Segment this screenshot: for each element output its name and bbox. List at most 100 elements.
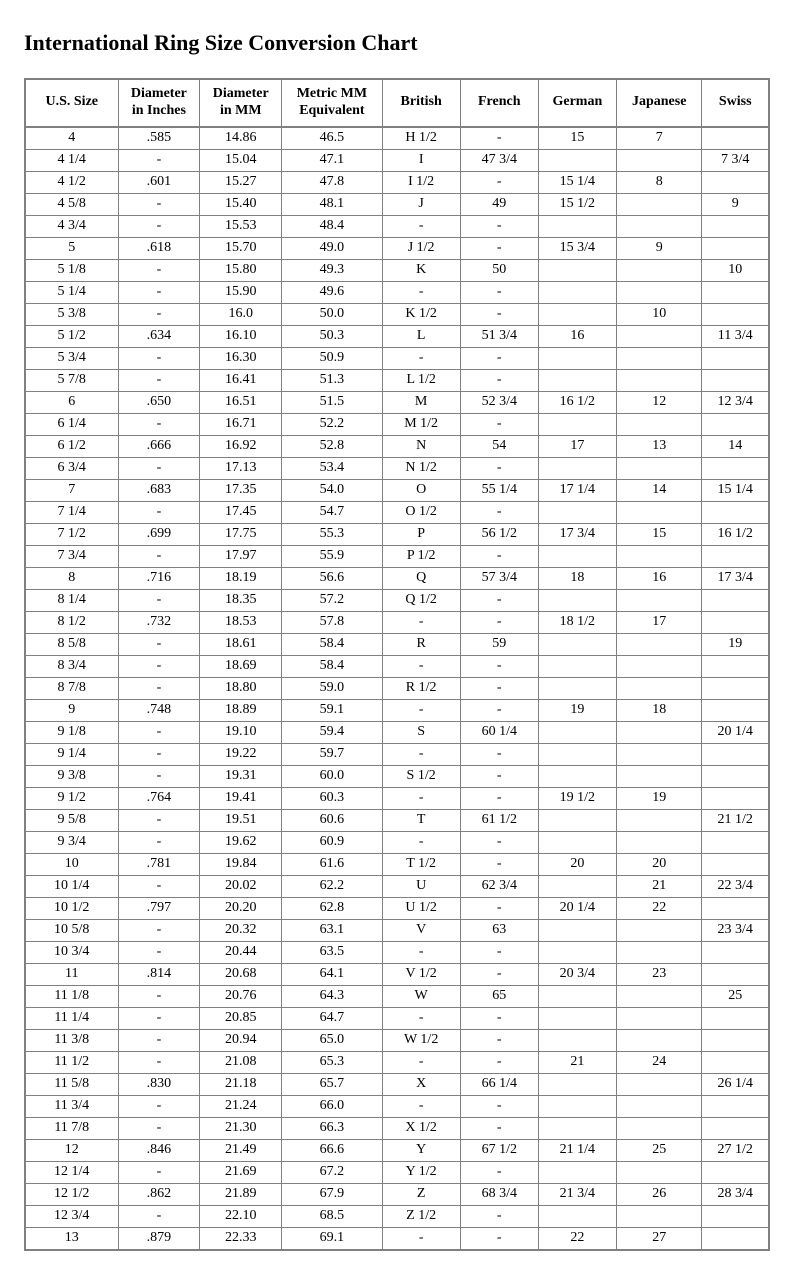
table-cell: - — [460, 215, 538, 237]
table-cell: 20 1/4 — [538, 897, 616, 919]
table-cell: Q — [382, 567, 460, 589]
table-cell — [538, 655, 616, 677]
table-cell: 19.31 — [200, 765, 282, 787]
table-cell — [702, 787, 769, 809]
table-cell: 18.61 — [200, 633, 282, 655]
table-cell: 14.86 — [200, 127, 282, 150]
table-cell — [702, 127, 769, 150]
table-row: 4.58514.8646.5H 1/2-157 — [25, 127, 769, 150]
table-cell: O 1/2 — [382, 501, 460, 523]
table-cell: 9 3/8 — [25, 765, 118, 787]
table-cell: P — [382, 523, 460, 545]
table-cell: L — [382, 325, 460, 347]
column-header: Diameterin MM — [200, 79, 282, 127]
table-cell: - — [460, 237, 538, 259]
table-cell — [538, 721, 616, 743]
table-cell: 59.7 — [282, 743, 382, 765]
table-cell: 26 1/4 — [702, 1073, 769, 1095]
table-cell: 18.80 — [200, 677, 282, 699]
table-cell — [616, 545, 702, 567]
table-cell: - — [382, 699, 460, 721]
table-cell: 19 — [702, 633, 769, 655]
table-row: 6.65016.5151.5M52 3/416 1/21212 3/4 — [25, 391, 769, 413]
table-cell: X — [382, 1073, 460, 1095]
table-cell: - — [118, 1095, 200, 1117]
table-cell — [616, 1205, 702, 1227]
table-cell: 25 — [616, 1139, 702, 1161]
table-cell: - — [118, 281, 200, 303]
table-row: 11 3/8-20.9465.0W 1/2- — [25, 1029, 769, 1051]
table-cell: 15.40 — [200, 193, 282, 215]
table-row: 9 1/2.76419.4160.3--19 1/219 — [25, 787, 769, 809]
table-cell: 4 5/8 — [25, 193, 118, 215]
table-cell: .634 — [118, 325, 200, 347]
table-cell: 15 — [538, 127, 616, 150]
table-cell: - — [460, 303, 538, 325]
table-row: 7.68317.3554.0O55 1/417 1/41415 1/4 — [25, 479, 769, 501]
table-cell — [616, 831, 702, 853]
table-cell — [702, 369, 769, 391]
table-cell: 17.45 — [200, 501, 282, 523]
table-cell: .732 — [118, 611, 200, 633]
table-cell: 20 1/4 — [702, 721, 769, 743]
table-cell — [616, 259, 702, 281]
table-cell: 9 1/2 — [25, 787, 118, 809]
table-cell: 17.75 — [200, 523, 282, 545]
table-cell — [702, 413, 769, 435]
table-cell: 18.69 — [200, 655, 282, 677]
table-cell: 6 1/4 — [25, 413, 118, 435]
table-cell: .618 — [118, 237, 200, 259]
table-cell: 12 1/2 — [25, 1183, 118, 1205]
table-row: 7 1/2.69917.7555.3P56 1/217 3/41516 1/2 — [25, 523, 769, 545]
table-cell: 20.02 — [200, 875, 282, 897]
table-cell — [616, 655, 702, 677]
table-row: 4 1/4-15.0447.1I47 3/47 3/4 — [25, 149, 769, 171]
table-cell: 11 1/2 — [25, 1051, 118, 1073]
table-cell: 13 — [25, 1227, 118, 1250]
table-cell: 49.6 — [282, 281, 382, 303]
table-cell: - — [382, 1007, 460, 1029]
table-cell — [702, 941, 769, 963]
table-cell: 26 — [616, 1183, 702, 1205]
table-row: 5 7/8-16.4151.3L 1/2- — [25, 369, 769, 391]
table-cell: 11 1/4 — [25, 1007, 118, 1029]
table-cell — [616, 501, 702, 523]
table-cell — [538, 369, 616, 391]
table-row: 10 3/4-20.4463.5-- — [25, 941, 769, 963]
table-cell — [702, 589, 769, 611]
table-cell: - — [118, 545, 200, 567]
table-cell: Z 1/2 — [382, 1205, 460, 1227]
table-cell: - — [118, 1117, 200, 1139]
table-row: 9 3/8-19.3160.0S 1/2- — [25, 765, 769, 787]
table-row: 9.74818.8959.1--1918 — [25, 699, 769, 721]
table-cell: 50.9 — [282, 347, 382, 369]
table-cell — [538, 281, 616, 303]
table-cell: 56.6 — [282, 567, 382, 589]
table-cell: 65.7 — [282, 1073, 382, 1095]
table-cell — [702, 347, 769, 369]
table-row: 4 5/8-15.4048.1J4915 1/29 — [25, 193, 769, 215]
table-cell — [702, 237, 769, 259]
table-cell: 15 1/4 — [538, 171, 616, 193]
table-header: U.S. SizeDiameterin InchesDiameterin MMM… — [25, 79, 769, 127]
table-cell: 17 3/4 — [538, 523, 616, 545]
table-cell — [538, 1029, 616, 1051]
table-cell: 10 — [25, 853, 118, 875]
table-cell: 8 3/4 — [25, 655, 118, 677]
table-cell: 9 — [25, 699, 118, 721]
table-row: 7 1/4-17.4554.7O 1/2- — [25, 501, 769, 523]
table-cell — [538, 347, 616, 369]
table-cell — [616, 193, 702, 215]
table-cell: 16 1/2 — [702, 523, 769, 545]
table-cell — [702, 1227, 769, 1250]
table-cell — [616, 633, 702, 655]
table-cell — [616, 369, 702, 391]
table-row: 11 5/8.83021.1865.7X66 1/426 1/4 — [25, 1073, 769, 1095]
column-header: German — [538, 79, 616, 127]
table-cell: 16.51 — [200, 391, 282, 413]
table-cell — [702, 765, 769, 787]
table-cell: 58.4 — [282, 633, 382, 655]
table-cell: 55 1/4 — [460, 479, 538, 501]
table-cell: 60.0 — [282, 765, 382, 787]
table-cell — [702, 831, 769, 853]
